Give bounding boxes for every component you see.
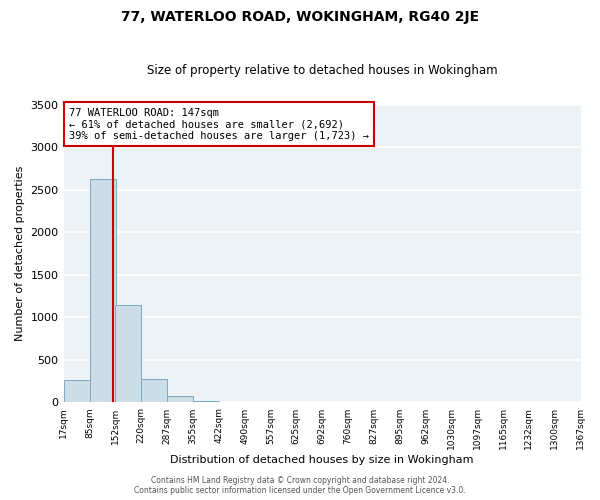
Bar xyxy=(64,380,89,402)
Bar xyxy=(89,178,116,402)
Text: Contains HM Land Registry data © Crown copyright and database right 2024.
Contai: Contains HM Land Registry data © Crown c… xyxy=(134,476,466,495)
X-axis label: Distribution of detached houses by size in Wokingham: Distribution of detached houses by size … xyxy=(170,455,474,465)
Text: 77, WATERLOO ROAD, WOKINGHAM, RG40 2JE: 77, WATERLOO ROAD, WOKINGHAM, RG40 2JE xyxy=(121,10,479,24)
Bar xyxy=(193,401,219,402)
Y-axis label: Number of detached properties: Number of detached properties xyxy=(15,166,25,341)
Bar xyxy=(115,305,141,402)
Bar xyxy=(167,396,193,402)
Title: Size of property relative to detached houses in Wokingham: Size of property relative to detached ho… xyxy=(147,64,497,77)
Bar xyxy=(141,379,167,402)
Text: 77 WATERLOO ROAD: 147sqm
← 61% of detached houses are smaller (2,692)
39% of sem: 77 WATERLOO ROAD: 147sqm ← 61% of detach… xyxy=(69,108,369,140)
